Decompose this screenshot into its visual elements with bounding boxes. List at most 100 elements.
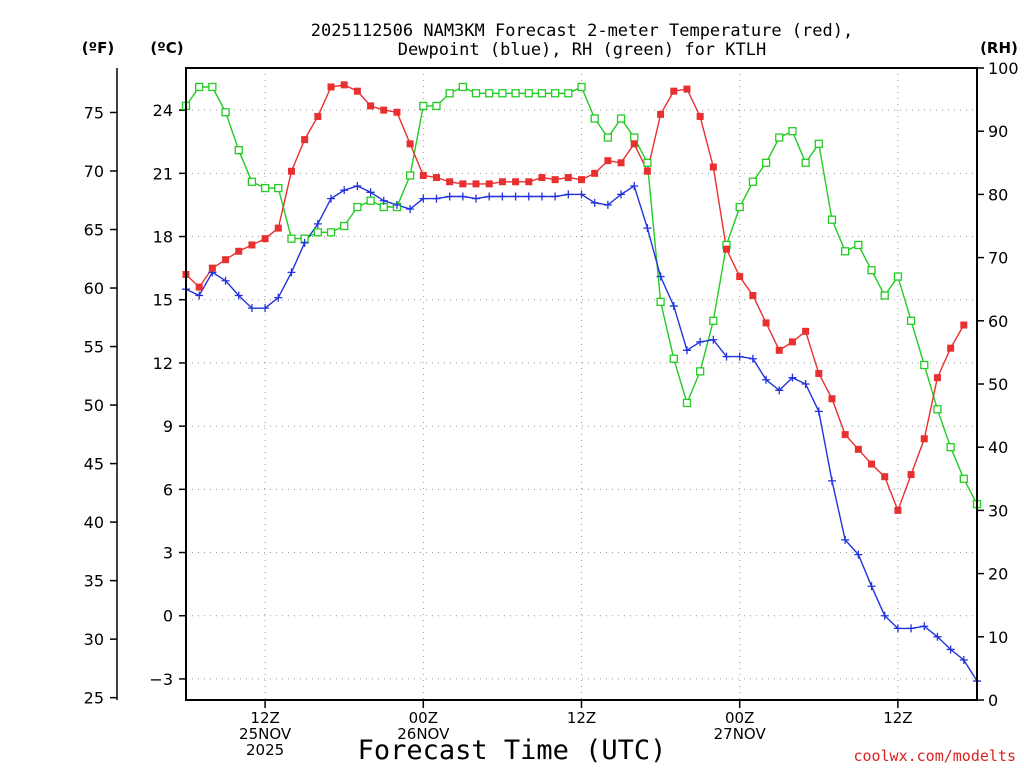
rh-point (841, 247, 850, 256)
rh-point (537, 89, 547, 98)
rh-point (550, 89, 560, 98)
rh-point (498, 89, 507, 98)
time-tick-label: 25NOV (239, 725, 292, 743)
rh-point (735, 202, 744, 212)
dewpoint-point (379, 196, 388, 205)
time-tick-label: 12Z (883, 709, 912, 727)
dewpoint-point (261, 304, 270, 313)
temperature-point (881, 473, 889, 481)
temperature-point (604, 157, 612, 165)
rh-point (577, 82, 586, 92)
temperature-point (960, 321, 968, 329)
fahrenheit-tick-label: 45 (84, 455, 104, 474)
rh-point (682, 398, 692, 408)
dewpoint-point (195, 291, 204, 300)
dewpoint-point (234, 291, 243, 300)
rh-point (208, 82, 217, 92)
temperature-point (578, 176, 585, 184)
rh-tick-label: 30 (988, 501, 1008, 520)
rh-point (485, 89, 494, 98)
temperature-point (788, 338, 796, 346)
rh-tick-label: 20 (988, 565, 1008, 584)
x-axis-label: Forecast Time (UTC) (358, 735, 667, 766)
celsius-tick-label: 6 (163, 480, 173, 499)
dewpoint-point (577, 190, 586, 199)
dewpoint-point (353, 181, 362, 190)
temperature-point (235, 247, 243, 255)
temperature-point (301, 136, 309, 144)
fahrenheit-tick-label: 35 (84, 572, 104, 591)
rh-point (564, 89, 573, 98)
fahrenheit-tick-label: 70 (84, 162, 104, 181)
temperature-point (894, 506, 902, 514)
fahrenheit-tick-label: 75 (84, 103, 104, 122)
temperature-point (802, 327, 810, 335)
dewpoint-point (920, 622, 929, 631)
temperature-point (775, 346, 783, 354)
dewpoint-point (603, 200, 612, 209)
temperature-point (525, 178, 533, 186)
fahrenheit-tick-label: 60 (84, 279, 104, 298)
dewpoint-point (287, 268, 296, 277)
rh-point (630, 133, 639, 142)
rh-point (709, 316, 718, 325)
dewpoint-point (933, 632, 942, 641)
dewpoint-point (366, 188, 375, 197)
temperature-point (907, 471, 915, 479)
temperature-point (657, 110, 665, 118)
temperature-point (353, 87, 361, 95)
temperature-point (393, 108, 401, 116)
dewpoint-point (907, 624, 916, 633)
temperature-point (208, 264, 216, 272)
dewpoint-point (946, 645, 955, 654)
rh-point (893, 272, 903, 281)
dewpoint-point (247, 304, 256, 313)
dewpoint-point (696, 337, 705, 346)
rh-point (814, 139, 823, 148)
dewpoint-point (432, 194, 441, 203)
rh-point (287, 234, 296, 243)
plot-frame (185, 67, 978, 701)
rh-point (827, 215, 837, 224)
dewpoint-point (274, 293, 283, 302)
time-tick-label: 26NOV (397, 725, 450, 743)
temperature-point (643, 167, 651, 175)
rh-point (405, 171, 415, 180)
temperature-point (419, 171, 427, 179)
rh-point (867, 266, 876, 275)
rh-point (419, 101, 428, 111)
fahrenheit-tick-label: 50 (84, 396, 104, 415)
temperature-point (261, 235, 269, 243)
dewpoint-point (682, 346, 691, 355)
fahrenheit-tick-label: 25 (84, 689, 104, 708)
temperature-point (564, 174, 572, 182)
temperature-point (815, 369, 823, 377)
temperature-point (327, 83, 335, 91)
fahrenheit-tick-label: 65 (84, 221, 104, 240)
temperature-point (828, 395, 836, 403)
rh-tick-label: 100 (988, 59, 1019, 78)
rh-point (748, 177, 758, 186)
dewpoint-point (643, 224, 652, 233)
temperature-point (617, 159, 625, 167)
rh-point (590, 114, 599, 123)
rh-tick-label: 10 (988, 628, 1008, 647)
temperature-point (947, 344, 955, 352)
temperature-point (472, 180, 480, 188)
rh-point (906, 316, 916, 325)
rh-point (221, 108, 230, 117)
rh-point (616, 114, 626, 123)
time-tick-label: 12Z (567, 709, 596, 727)
rh-point (195, 82, 204, 92)
rh-point (933, 405, 942, 414)
rh-point (788, 127, 797, 136)
dewpoint-point (564, 190, 573, 199)
rh-point (524, 89, 533, 98)
celsius-unit-label: (ºC) (150, 39, 183, 57)
rh-point (313, 228, 322, 237)
celsius-tick-label: −3 (149, 670, 173, 689)
rh-point (854, 240, 863, 250)
temperature-point (287, 167, 295, 175)
temperature-point (538, 174, 546, 182)
dewpoint-point (788, 373, 797, 382)
